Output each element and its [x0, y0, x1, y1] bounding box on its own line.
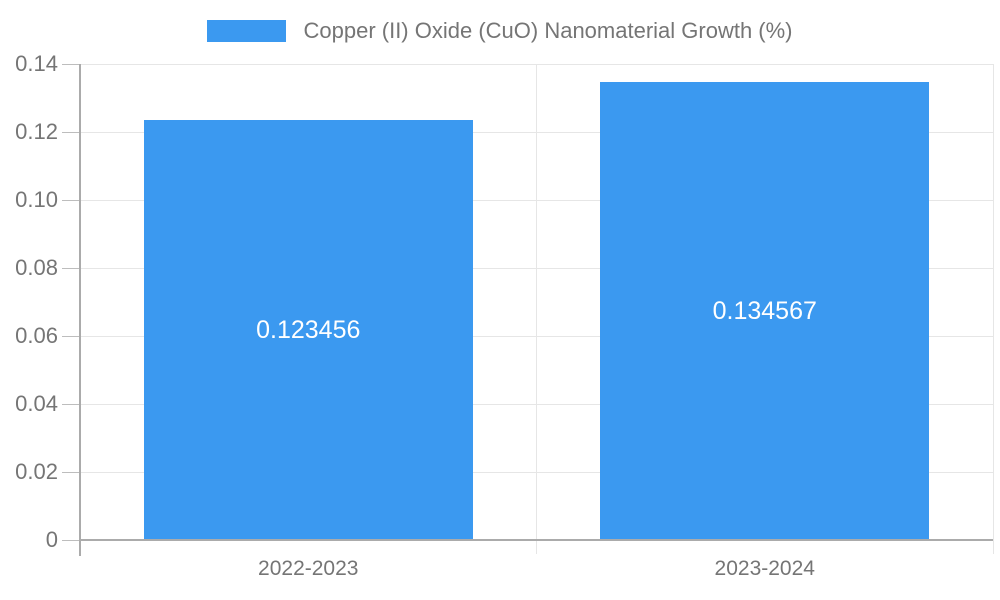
y-axis-tick [62, 199, 80, 201]
legend-label: Copper (II) Oxide (CuO) Nanomaterial Gro… [303, 18, 793, 43]
category-boundary-gridline [536, 64, 537, 554]
y-axis-tick [62, 63, 80, 65]
category-boundary-gridline [992, 64, 994, 554]
y-axis-tick [62, 131, 80, 133]
legend-item[interactable]: Copper (II) Oxide (CuO) Nanomaterial Gro… [0, 18, 1000, 43]
legend-swatch [207, 19, 287, 42]
y-axis-line [79, 64, 81, 556]
bar-value-label: 0.123456 [256, 316, 361, 345]
y-axis-tick [62, 267, 80, 269]
y-axis-label: 0.10 [15, 187, 58, 212]
y-axis-tick [62, 335, 80, 337]
y-axis-label: 0.12 [15, 119, 58, 144]
x-axis-label: 2023-2024 [714, 557, 815, 580]
y-axis-label: 0.04 [15, 391, 58, 416]
x-axis-label: 2022-2023 [258, 557, 359, 580]
bar-2022-2023[interactable] [143, 120, 473, 540]
y-axis-label: 0.08 [15, 255, 58, 280]
y-axis-tick [62, 403, 80, 405]
x-axis-line [79, 539, 993, 541]
y-axis-tick [62, 539, 80, 541]
bar-2023-2024[interactable] [600, 82, 930, 540]
y-axis-label: 0.02 [15, 459, 58, 484]
bar-value-label: 0.134567 [712, 297, 817, 326]
y-axis-tick [62, 471, 80, 473]
y-axis-label: 0 [45, 527, 58, 552]
y-axis-label: 0.06 [15, 323, 58, 348]
y-axis-label: 0.14 [15, 51, 58, 76]
